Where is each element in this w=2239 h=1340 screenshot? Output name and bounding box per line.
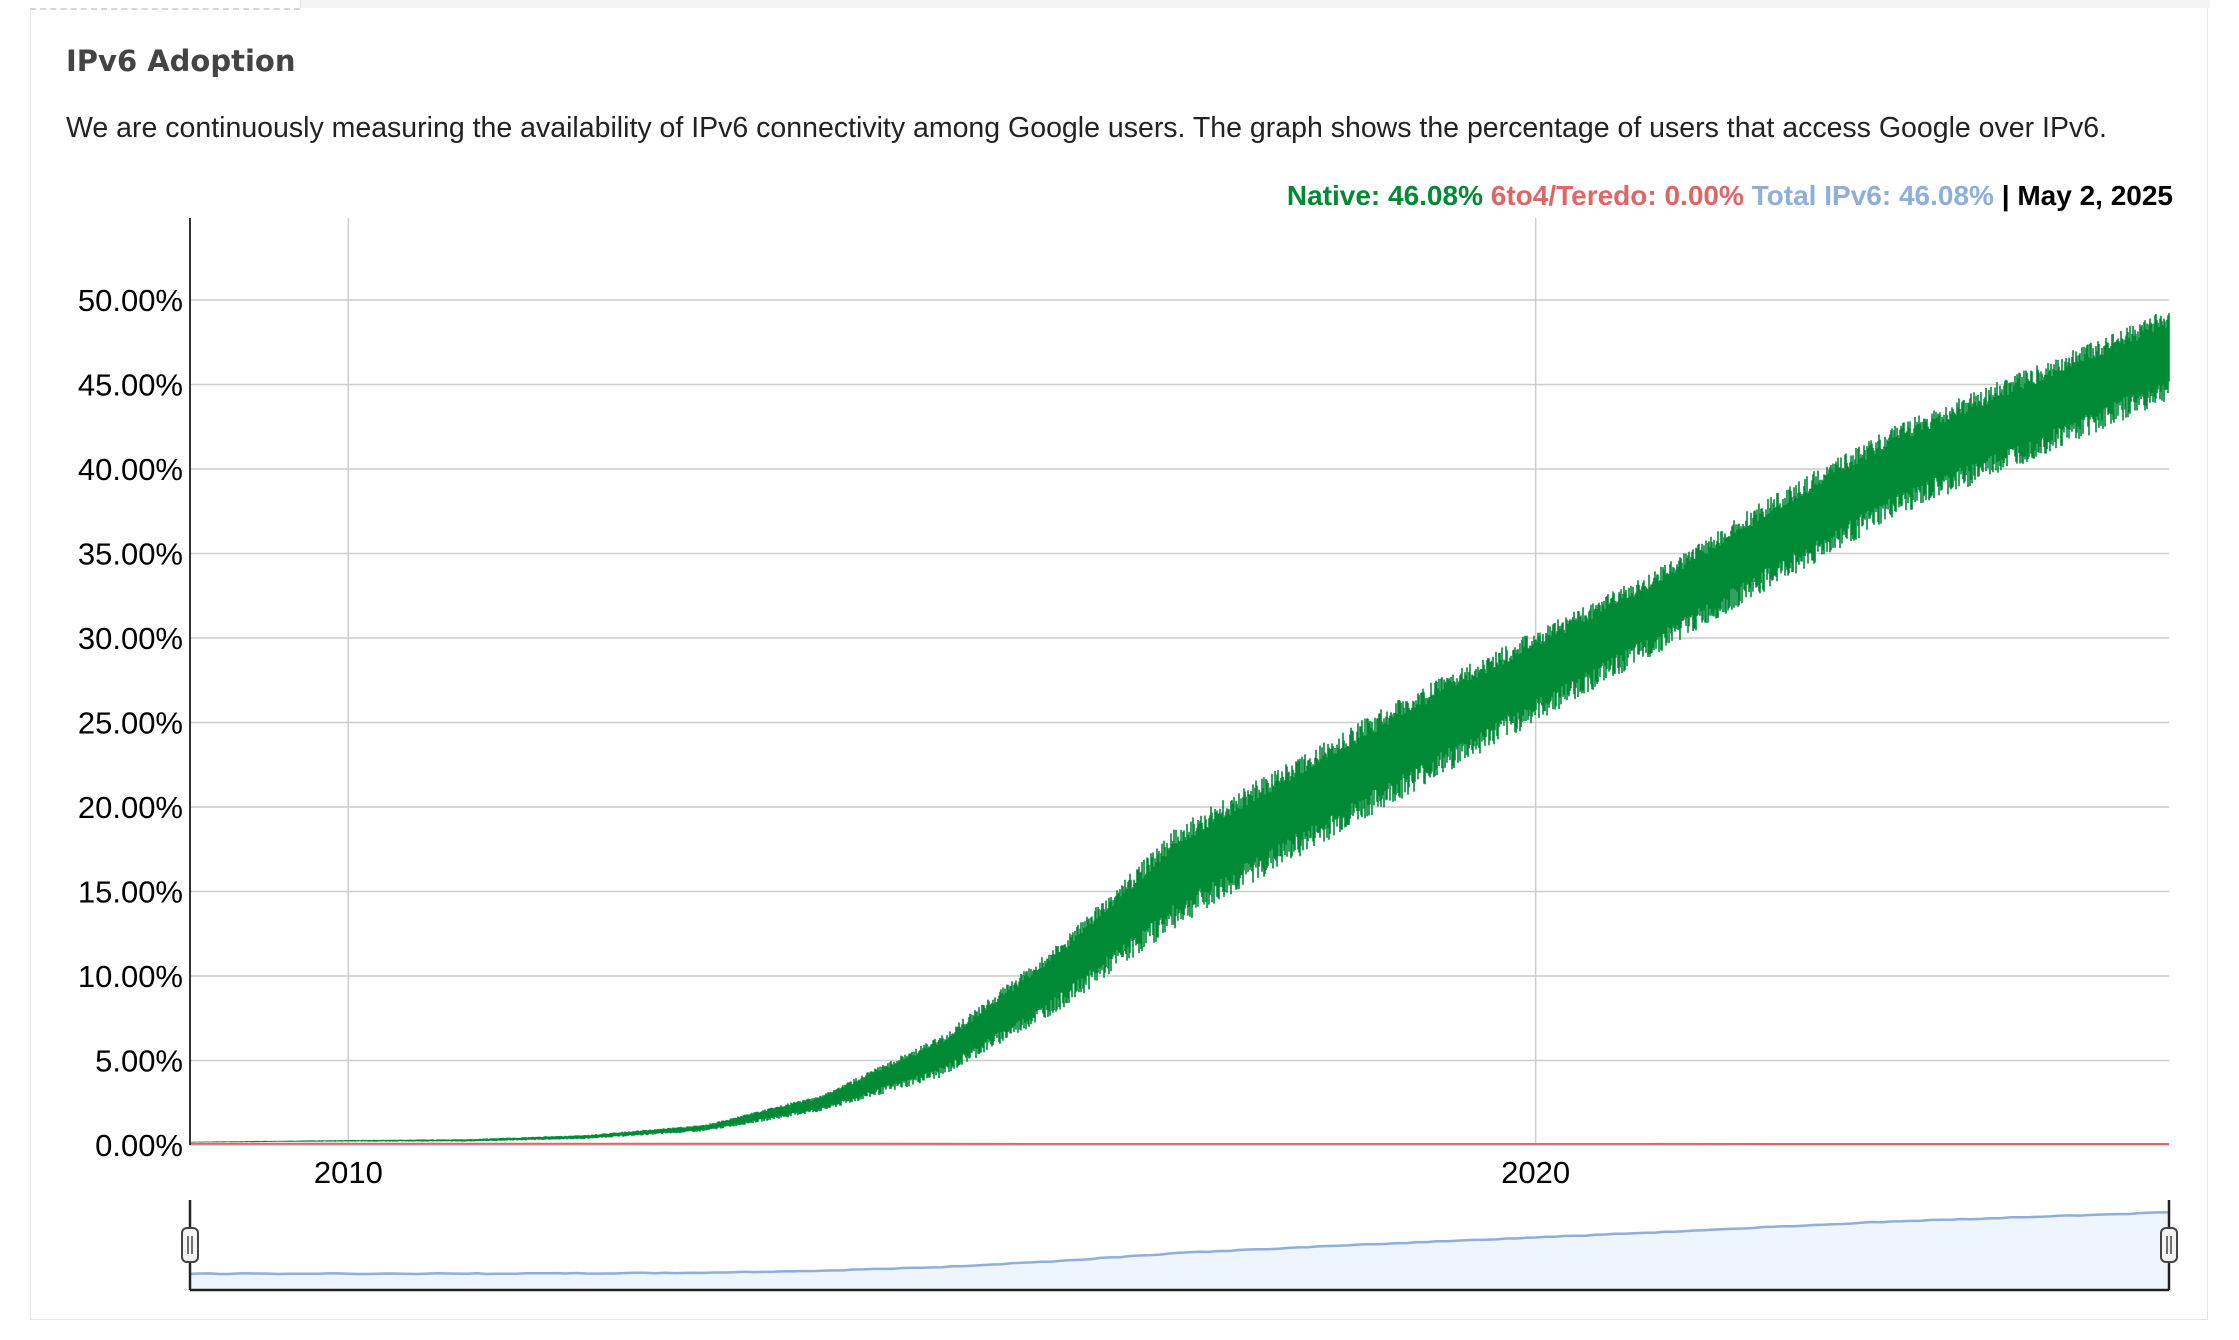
y-tick-label: 25.00% [78,706,183,741]
grid-layer [190,218,2169,1146]
y-tick-label: 40.00% [78,452,183,487]
readout-date: May 2, 2025 [2017,180,2173,211]
navigator-series [189,1211,2169,1276]
series-native [189,313,2170,1143]
tab-strip [30,0,2210,10]
readout-teredo: 6to4/Teredo: 0.00% [1490,180,1744,211]
content-panel [30,8,2208,1320]
navigator-left-handle[interactable] [181,1227,199,1263]
y-tick-label: 20.00% [78,790,183,825]
x-tick-label: 2020 [1501,1155,1570,1190]
navigator-area [190,1212,2169,1290]
y-tick-label: 10.00% [78,959,183,994]
section-description: We are continuously measuring the availa… [66,112,2107,144]
section-title: IPv6 Adoption [66,44,296,78]
y-tick-label: 0.00% [95,1128,183,1163]
x-tick-label: 2010 [314,1155,383,1190]
tab-active[interactable] [30,0,300,10]
range-navigator[interactable] [181,1200,2178,1292]
y-tick-label: 50.00% [78,283,183,318]
readout-total: Total IPv6: 46.08% [1751,180,1994,211]
y-tick-label: 30.00% [78,621,183,656]
series-layer [189,313,2170,1145]
y-tick-label: 15.00% [78,875,183,910]
y-tick-label: 35.00% [78,537,183,572]
y-tick-label: 5.00% [95,1044,183,1079]
navigator-right-handle[interactable] [2160,1227,2178,1263]
value-readout: Native: 46.08% 6to4/Teredo: 0.00% Total … [1287,180,2173,212]
tab-strip-filler [728,0,2210,8]
y-tick-label: 45.00% [78,368,183,403]
readout-separator: | [2001,180,2010,211]
axis-layer: 0.00% 5.00% 10.00% 15.00% 20.00% 25.00% 30.00%… [78,218,1570,1190]
readout-native: Native: 46.08% [1286,180,1483,211]
